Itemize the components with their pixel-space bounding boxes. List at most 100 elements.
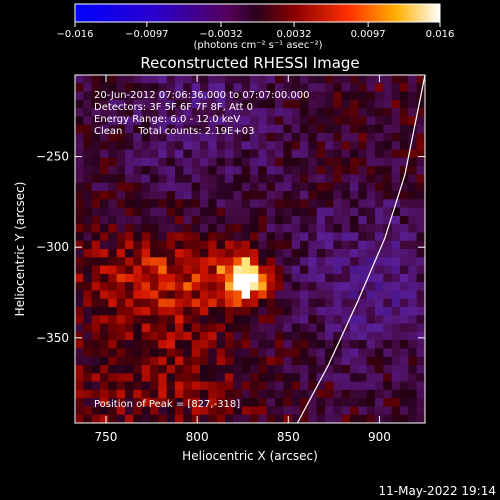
heatmap-cell [375,240,384,250]
heatmap-cell [375,348,384,358]
heatmap-cell [150,381,159,391]
heatmap-cell [416,257,425,266]
heatmap-cell [350,307,359,316]
heatmap-cell [200,207,209,217]
heatmap-cell [291,406,301,416]
heatmap-cell [266,356,276,366]
heatmap-cell [125,257,134,266]
heatmap-cell [100,149,109,159]
heatmap-cell [308,141,318,150]
heatmap-cell [108,182,118,192]
heatmap-cell [350,232,359,242]
heatmap-cell [325,290,334,300]
heatmap-cell [258,166,268,175]
heatmap-cell [75,307,84,316]
heatmap-cell [116,389,126,399]
heatmap-cell [341,207,351,217]
heatmap-cell [283,298,293,308]
heatmap-cell [125,232,134,242]
heatmap-cell [366,166,376,175]
heatmap-cell [366,191,376,200]
heatmap-cell [233,315,243,324]
heatmap-cell [133,133,143,142]
heatmap-cell [350,166,359,175]
heatmap-cell [408,99,418,109]
heatmap-cell [275,406,284,416]
heatmap-cell [100,91,109,101]
heatmap-cell [200,373,209,382]
heatmap-cell [91,373,101,382]
heatmap-cell [175,215,184,225]
y-tick-label: −350 [36,331,69,345]
heatmap-cell [141,381,151,391]
heatmap-cell [100,307,109,316]
heatmap-cell [316,273,326,283]
colorbar-label: (photons cm⁻² s⁻¹ asec⁻²) [193,40,322,51]
heatmap-cell [200,224,209,233]
heatmap-cell [308,91,318,101]
heatmap-cell [400,373,409,382]
heatmap-cell [350,116,359,126]
heatmap-cell [283,240,293,250]
heatmap-cell [391,323,401,333]
heatmap-cell [400,182,409,192]
heatmap-cell [225,199,234,208]
heatmap-cell [116,232,126,242]
heatmap-cell [158,406,168,416]
heatmap-cell [83,389,93,399]
heatmap-cell [350,149,359,159]
heatmap-cell [116,323,126,333]
heatmap-cell [308,149,318,159]
heatmap-cell [241,340,251,349]
heatmap-cell [91,141,101,150]
heatmap-cell [116,282,126,291]
heatmap-cell [191,348,201,358]
heatmap-cell [375,232,384,242]
heatmap-cell [316,99,326,109]
heatmap-cell [308,340,318,349]
heatmap-cell [150,273,159,283]
heatmap-cell [400,365,409,374]
heatmap-cell [308,414,318,423]
heatmap-cell [325,348,334,358]
heatmap-cell [366,298,376,308]
heatmap-cell [366,406,376,416]
heatmap-cell [208,323,218,333]
heatmap-cell [216,166,226,175]
heatmap-cell [183,315,193,324]
heatmap-cell [391,232,401,242]
heatmap-cell [91,307,101,316]
heatmap-cell [191,182,201,192]
heatmap-cell [200,257,209,266]
heatmap-cell [166,323,176,333]
heatmap-cell [108,398,118,407]
heatmap-cell [150,340,159,349]
heatmap-cell [350,75,359,84]
heatmap-cell [266,315,276,324]
heatmap-cell [400,273,409,283]
heatmap-cell [250,315,259,324]
heatmap-cell [366,199,376,208]
heatmap-cell [341,282,351,291]
heatmap-cell [83,149,93,159]
heatmap-cell [400,166,409,175]
heatmap-cell [108,91,118,101]
heatmap-cell [125,290,134,300]
heatmap-cell [75,257,84,266]
heatmap-cell [383,174,393,184]
heatmap-cell [291,75,301,84]
heatmap-cell [175,207,184,217]
heatmap-cell [291,191,301,200]
heatmap-cell [275,273,284,283]
heatmap-cell [333,174,343,184]
heatmap-cell [208,373,218,382]
heatmap-cell [116,75,126,84]
heatmap-cell [350,257,359,266]
heatmap-cell [391,207,401,217]
heatmap-cell [250,83,259,92]
heatmap-cell [83,249,93,258]
heatmap-cell [175,224,184,233]
heatmap-cell [408,323,418,333]
heatmap-cell [208,365,218,374]
heatmap-cell [316,199,326,208]
